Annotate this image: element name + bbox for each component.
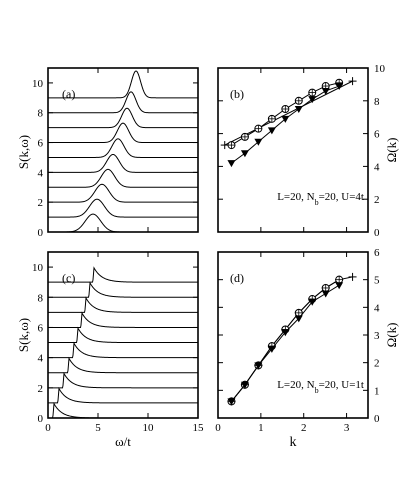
marker-triangle — [267, 345, 276, 353]
y-axis-title-bottom-left: S(k,ω) — [16, 318, 31, 352]
x-tick-label: 0 — [215, 422, 221, 434]
y-tick-label: 6 — [38, 322, 44, 334]
spectrum-curve-c-3 — [48, 356, 198, 374]
marker-triangle — [321, 87, 330, 95]
spectrum-curve-c-1 — [48, 386, 198, 404]
spectrum-curve-a-7 — [48, 107, 198, 129]
x-tick-label: 1 — [258, 422, 264, 434]
spectrum-curve-c-0 — [48, 402, 198, 419]
x-tick-label: 0 — [45, 422, 51, 434]
x-tick-label: 2 — [301, 422, 307, 434]
marker-triangle — [294, 106, 303, 113]
y-tick-label: 5 — [374, 275, 380, 287]
spectrum-curve-a-4 — [48, 153, 198, 173]
panel-frame-b — [217, 67, 369, 233]
y-tick-label: 2 — [374, 194, 380, 206]
marker-triangle — [254, 138, 263, 146]
marker-triangle — [254, 362, 263, 370]
spectrum-curve-a-3 — [48, 168, 198, 188]
y-tick-label: 0 — [38, 413, 44, 425]
panel-label-d: (d) — [230, 271, 244, 285]
spectrum-curve-c-4 — [48, 341, 198, 359]
x-tick-label: 5 — [95, 422, 101, 434]
y-tick-label: 10 — [32, 78, 44, 90]
spectrum-curve-a-5 — [48, 138, 198, 158]
y-tick-label: 4 — [38, 353, 44, 365]
y-tick-label: 4 — [374, 302, 380, 314]
y-tick-label: 10 — [374, 63, 386, 75]
marker-triangle — [321, 290, 330, 298]
y-tick-label: 2 — [374, 358, 380, 370]
spectrum-curve-c-5 — [48, 326, 198, 344]
y-tick-label: 6 — [374, 247, 380, 259]
y-tick-label: 2 — [38, 383, 44, 395]
spectrum-curve-a-0 — [48, 213, 198, 233]
y-tick-label: 4 — [374, 161, 380, 173]
y-axis-title-bottom-right: Ω(k) — [384, 323, 399, 348]
panel-label-c: (c) — [62, 271, 75, 285]
marker-triangle — [267, 127, 276, 135]
y-tick-label: 8 — [38, 108, 44, 120]
y-tick-label: 6 — [374, 129, 380, 141]
x-axis-title-bottom-right: k — [290, 435, 297, 450]
marker-triangle — [294, 315, 303, 323]
spectrum-curve-a-2 — [48, 183, 198, 203]
y-tick-label: 3 — [374, 330, 380, 342]
marker-triangle — [308, 298, 317, 306]
spectrum-curve-a-6 — [48, 122, 198, 144]
y-tick-label: 0 — [374, 413, 380, 425]
y-tick-label: 1 — [374, 385, 380, 397]
marker-triangle — [240, 381, 249, 389]
spectrum-curve-c-8 — [48, 281, 198, 298]
marker-triangle — [335, 83, 344, 91]
y-tick-label: 10 — [32, 262, 44, 274]
marker-triangle — [227, 398, 236, 406]
y-axis-title-top-left: S(k,ω) — [16, 135, 31, 169]
marker-triangle — [240, 150, 249, 158]
spectrum-curve-a-8 — [48, 91, 198, 114]
y-axis-title-top-right: Ω(k) — [384, 138, 399, 163]
x-axis-title-bottom-left: ω/t — [115, 434, 131, 449]
y-tick-label: 4 — [38, 167, 44, 179]
marker-triangle — [227, 160, 236, 168]
spectrum-curve-c-2 — [48, 371, 198, 389]
panel-annotation-d: L=20, Nb=20, U=1t — [277, 379, 364, 395]
spectrum-curve-a-1 — [48, 198, 198, 218]
marker-triangle — [308, 96, 317, 104]
marker-triangle — [281, 329, 290, 337]
y-tick-label: 8 — [374, 96, 380, 108]
spectrum-curve-c-6 — [48, 311, 198, 328]
panel-label-a: (a) — [62, 87, 75, 101]
spectrum-curve-a-9 — [48, 70, 198, 99]
marker-triangle — [335, 282, 344, 290]
y-tick-label: 6 — [38, 138, 44, 150]
panel-label-b: (b) — [230, 87, 244, 101]
y-tick-label: 0 — [374, 227, 380, 239]
y-tick-label: 8 — [38, 292, 44, 304]
y-tick-label: 0 — [38, 227, 44, 239]
x-tick-label: 15 — [193, 422, 205, 434]
panel-annotation-b: L=20, Nb=20, U=4t — [277, 191, 364, 207]
x-tick-label: 3 — [344, 422, 350, 434]
spectrum-curve-c-7 — [48, 296, 198, 313]
spectrum-curve-c-9 — [48, 266, 198, 283]
y-tick-label: 2 — [38, 197, 44, 209]
marker-triangle — [281, 115, 290, 123]
x-tick-label: 10 — [143, 422, 155, 434]
